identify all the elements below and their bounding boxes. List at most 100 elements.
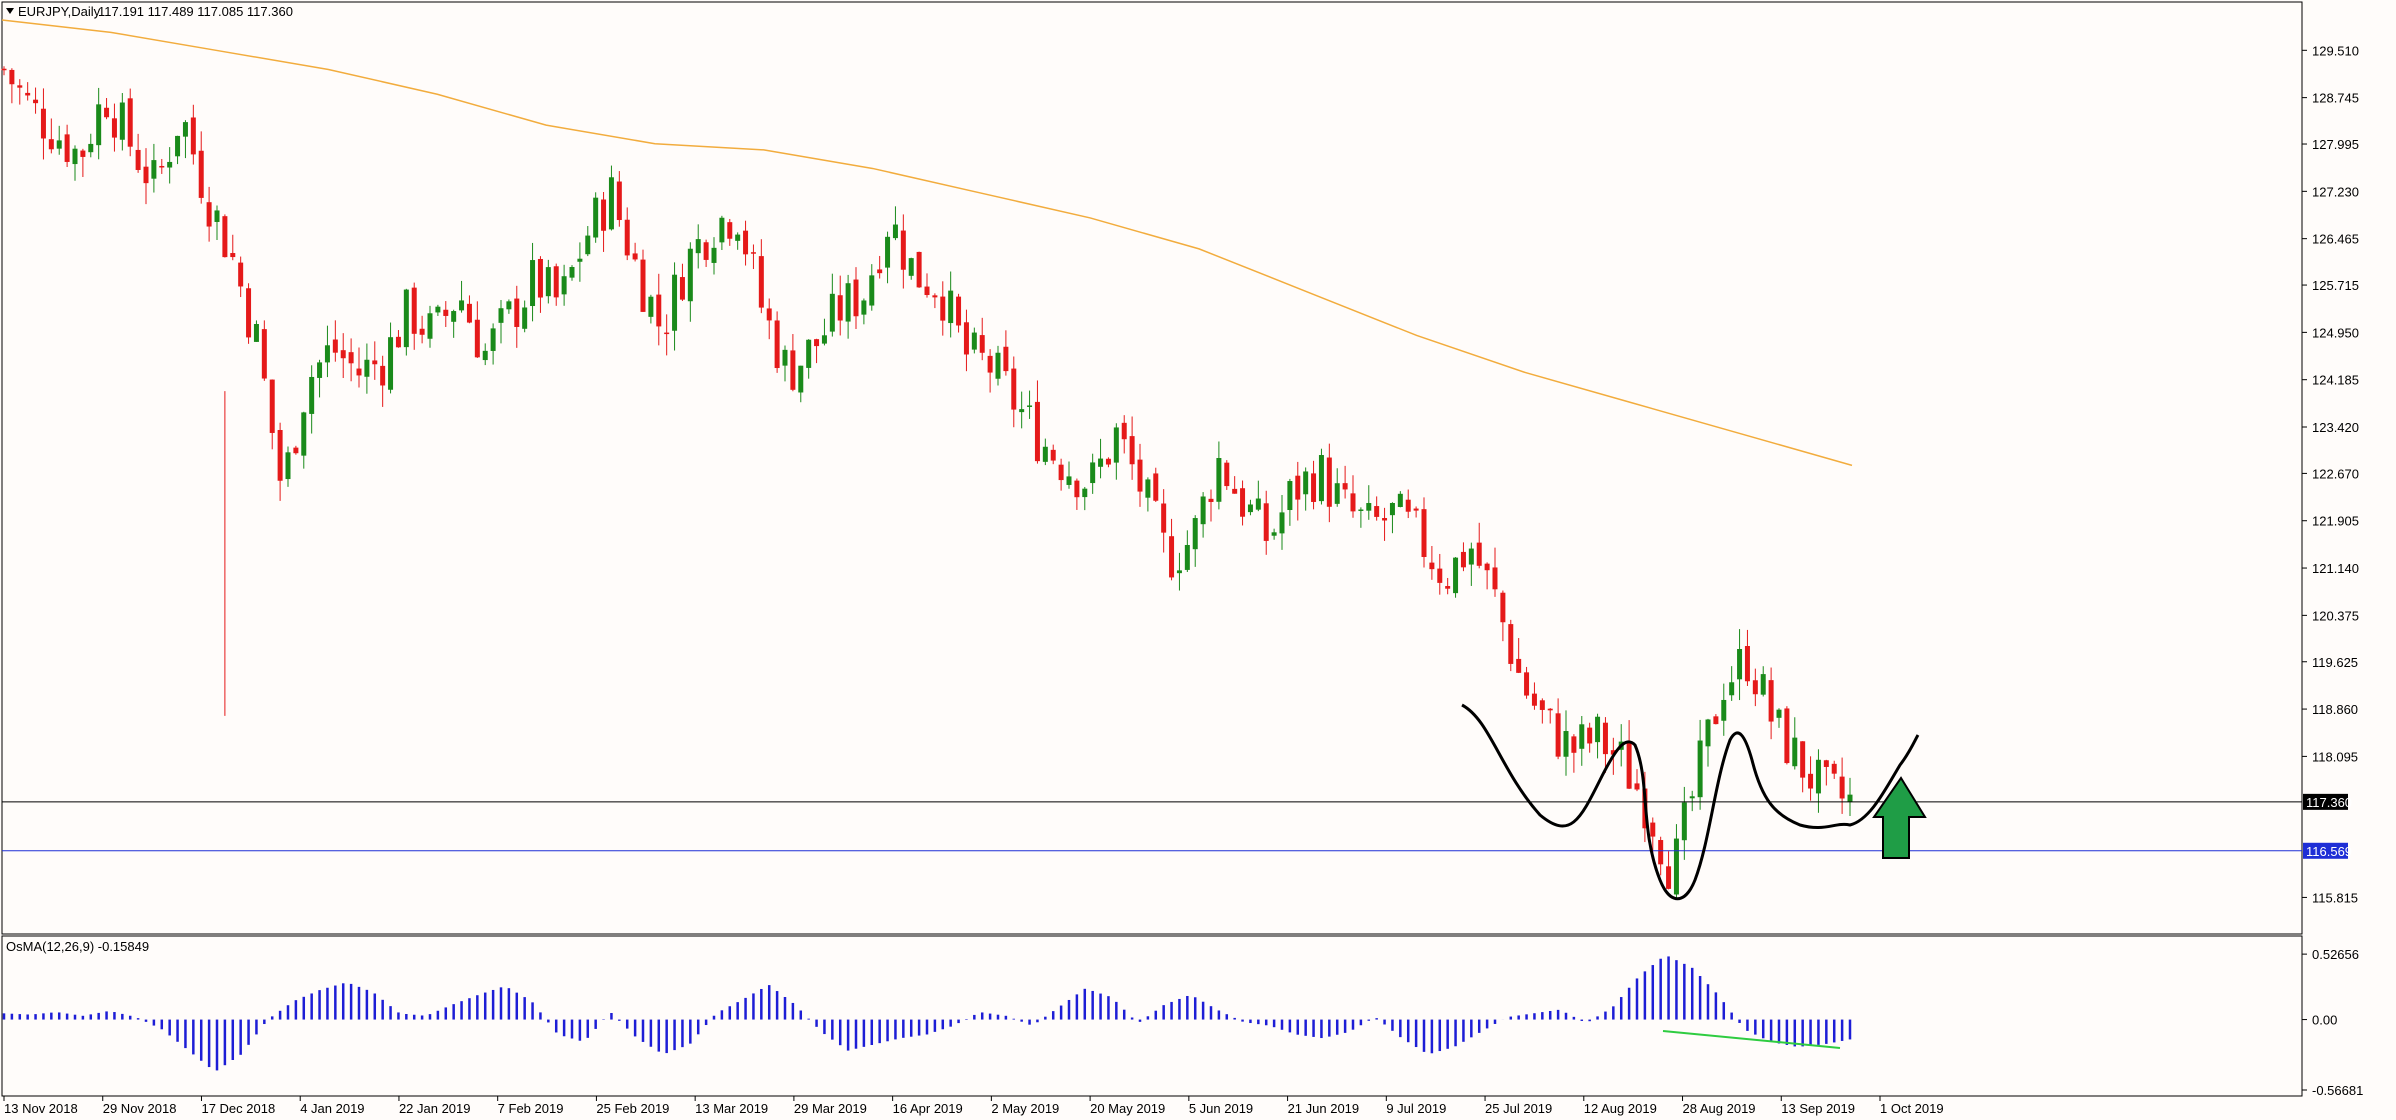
bull-candle — [119, 102, 125, 140]
bear-candle — [1153, 473, 1159, 501]
bear-candle — [900, 230, 906, 270]
osma-tick-label: 0.52656 — [2312, 947, 2359, 962]
bear-candle — [261, 329, 267, 379]
bear-candle — [269, 379, 275, 433]
bear-candle — [679, 277, 685, 300]
bear-candle — [1161, 503, 1167, 533]
bear-candle — [1634, 783, 1640, 790]
price-tick-label: 127.995 — [2312, 137, 2359, 152]
bull-candle — [861, 300, 867, 315]
bull-candle — [482, 350, 488, 361]
date-tick-label: 25 Jul 2019 — [1485, 1101, 1552, 1116]
price-tick-label: 124.185 — [2312, 373, 2359, 388]
bear-candle — [159, 165, 165, 168]
bear-candle — [1713, 716, 1719, 725]
bull-candle — [1397, 493, 1403, 507]
bear-candle — [1169, 536, 1175, 578]
bear-candle — [979, 335, 985, 353]
bull-candle — [324, 345, 330, 363]
bull-candle — [948, 290, 954, 324]
bull-candle — [1184, 544, 1190, 570]
bear-candle — [853, 279, 859, 317]
bull-candle — [845, 283, 851, 322]
bear-candle — [238, 262, 244, 287]
bear-candle — [553, 266, 559, 298]
bull-candle — [608, 177, 614, 230]
bear-candle — [198, 150, 204, 198]
bear-candle — [1784, 708, 1790, 764]
bear-candle — [340, 350, 346, 359]
bear-candle — [916, 251, 922, 288]
bull-candle — [585, 235, 591, 255]
bear-candle — [1500, 592, 1506, 623]
horizontal-level-tag-label: 116.569 — [2306, 844, 2352, 859]
bull-candle — [1579, 724, 1585, 749]
divergence-line[interactable] — [1662, 1030, 1841, 1049]
bull-candle — [1792, 737, 1798, 767]
bull-candle — [798, 365, 804, 393]
bear-candle — [222, 216, 228, 258]
bear-candle — [1602, 722, 1608, 755]
bear-candle — [1524, 672, 1530, 696]
bear-candle — [40, 108, 46, 139]
bull-candle — [285, 452, 291, 480]
bear-candle — [514, 298, 520, 327]
bear-candle — [790, 350, 796, 390]
bull-candle — [309, 376, 315, 414]
date-tick-label: 13 Nov 2018 — [4, 1101, 78, 1116]
price-axis: 129.510 128.745 127.995 127.230 126.465 125.7… — [2302, 43, 2359, 905]
price-tick-label: 115.815 — [2312, 890, 2358, 905]
bull-candle — [1271, 532, 1277, 536]
bull-candle — [522, 307, 528, 329]
bear-candle — [1382, 518, 1388, 521]
bull-candle — [995, 352, 1001, 379]
bear-candle — [1768, 680, 1774, 722]
bull-candle — [96, 104, 102, 146]
bull-candle — [388, 337, 394, 390]
price-tick-label: 118.095 — [2312, 749, 2358, 764]
bull-candle — [490, 328, 496, 351]
bear-candle — [1666, 866, 1672, 889]
bear-candle — [537, 258, 543, 298]
bear-candle — [1460, 551, 1466, 568]
symbol-dropdown-icon[interactable] — [6, 8, 14, 14]
bull-candle — [1595, 716, 1601, 743]
date-tick-label: 16 Apr 2019 — [893, 1101, 963, 1116]
bull-candle — [885, 236, 891, 268]
bull-candle — [695, 239, 701, 254]
bear-candle — [1445, 586, 1451, 589]
bear-candle — [1800, 741, 1806, 778]
bear-candle — [758, 256, 764, 308]
bear-candle — [143, 166, 149, 184]
bull-candle — [459, 300, 465, 311]
bear-candle — [814, 339, 820, 347]
bull-candle — [253, 323, 259, 342]
bull-candle — [506, 301, 512, 310]
bear-candle — [1808, 773, 1814, 789]
up-arrow-icon[interactable] — [1872, 776, 1927, 859]
bull-candle — [1815, 759, 1821, 794]
bear-candle — [963, 322, 969, 355]
bear-candle — [1555, 713, 1561, 757]
hand-drawn-pattern-curve[interactable] — [1461, 703, 1920, 901]
bull-candle — [1279, 512, 1285, 534]
date-tick-label: 4 Jan 2019 — [300, 1101, 364, 1116]
bull-candle — [1721, 699, 1727, 721]
osma-label: OsMA(12,26,9) -0.15849 — [6, 939, 149, 954]
bear-candle — [25, 92, 31, 96]
date-axis: 13 Nov 2018 29 Nov 2018 17 Dec 2018 4 Jan 2… — [3, 1096, 1944, 1116]
bear-candle — [1105, 458, 1111, 465]
bear-candle — [1476, 542, 1482, 566]
bear-candle — [1839, 776, 1845, 799]
bear-candle — [703, 242, 709, 260]
bull-candle — [1760, 674, 1766, 695]
bear-candle — [1752, 680, 1758, 695]
price-tick-label: 121.905 — [2312, 514, 2359, 529]
moving-average-layer — [1, 19, 1853, 467]
bear-candle — [932, 295, 938, 298]
bull-candle — [806, 339, 812, 368]
date-tick-label: 5 Jun 2019 — [1189, 1101, 1253, 1116]
date-tick-label: 28 Aug 2019 — [1683, 1101, 1756, 1116]
